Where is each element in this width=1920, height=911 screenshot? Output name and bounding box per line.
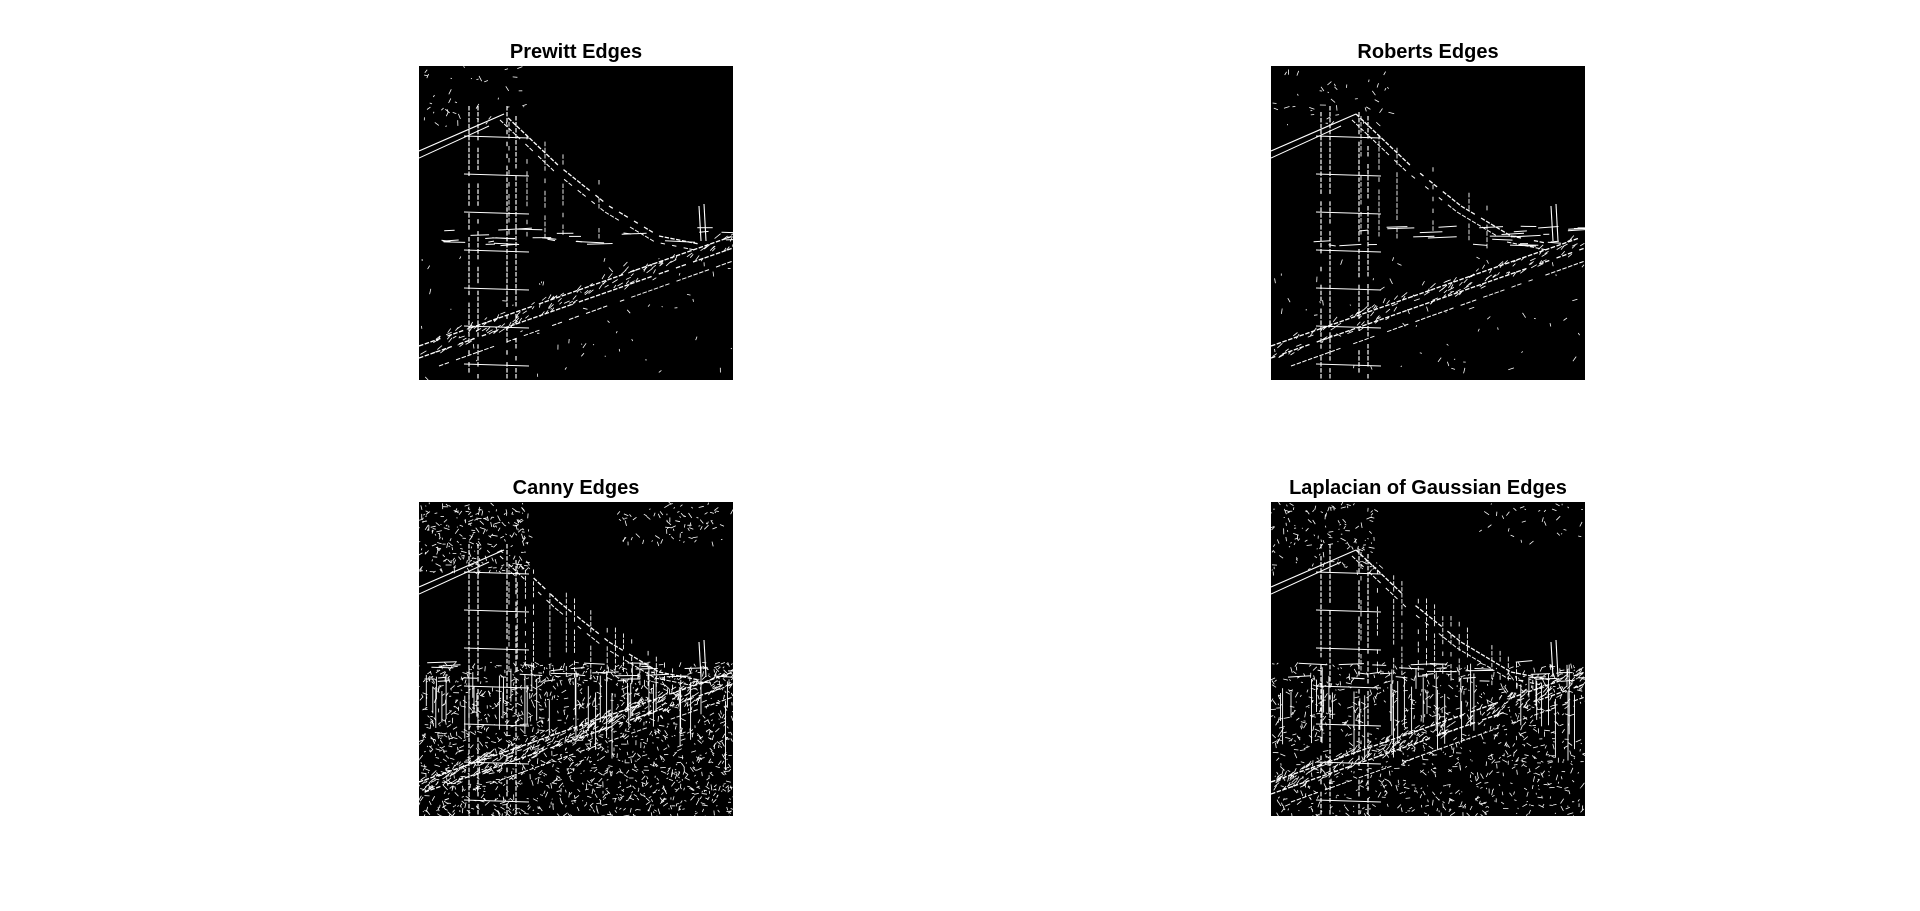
panel-title-prewitt: Prewitt Edges xyxy=(509,41,643,63)
panel-title-canny: Canny Edges xyxy=(512,477,640,499)
panel-roberts-edges: Roberts Edges xyxy=(1271,40,1585,380)
canny-edge-image xyxy=(419,502,733,816)
log-edge-image xyxy=(1271,502,1585,816)
roberts-edge-image xyxy=(1271,66,1585,380)
panel-title-log: Laplacian of Gaussian Edges xyxy=(1289,477,1567,499)
panel-title-roberts: Roberts Edges xyxy=(1357,41,1499,63)
panel-canny-edges: Canny Edges xyxy=(419,476,733,816)
prewitt-edge-image xyxy=(419,66,733,380)
panel-log-edges: Laplacian of Gaussian Edges xyxy=(1271,476,1585,816)
panel-prewitt-edges: Prewitt Edges xyxy=(419,40,733,380)
